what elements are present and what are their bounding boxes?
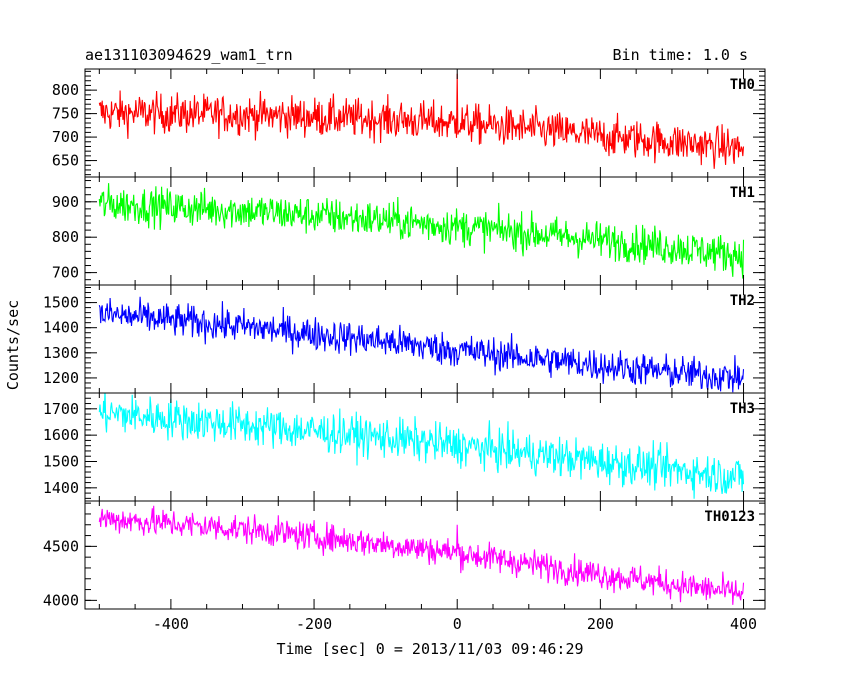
y-tick-label: 900 xyxy=(52,193,79,211)
series-line-th1 xyxy=(98,183,745,279)
y-tick-label: 4500 xyxy=(43,537,79,555)
y-tick-label: 700 xyxy=(52,264,79,282)
y-axis-label: Counts/sec xyxy=(4,300,22,390)
y-tick-label: 1500 xyxy=(43,294,79,312)
y-tick-label: 800 xyxy=(52,81,79,99)
x-tick-label: 400 xyxy=(730,615,757,633)
series-line-th2 xyxy=(98,296,745,393)
x-tick-label: 0 xyxy=(453,615,462,633)
y-tick-label: 1400 xyxy=(43,319,79,337)
series-line-th3 xyxy=(98,393,745,499)
y-tick-label: 1500 xyxy=(43,452,79,470)
series-line-th0 xyxy=(98,73,745,169)
y-tick-label: 1200 xyxy=(43,369,79,387)
series-line-th0123 xyxy=(98,505,745,605)
panel-th3: 1400 1500 1600 1700 TH3 xyxy=(43,392,766,502)
x-tick-label: -400 xyxy=(153,615,189,633)
y-tick-label: 800 xyxy=(52,228,79,246)
panel-frame xyxy=(84,176,766,286)
panel-th0: 650 700 750 800 TH0 xyxy=(52,68,766,178)
y-tick-label: 650 xyxy=(52,152,79,170)
x-axis-label: Time [sec] 0 = 2013/11/03 09:46:29 xyxy=(276,640,583,658)
y-tick-label: 750 xyxy=(52,105,79,123)
panel-name-label: TH0 xyxy=(730,77,755,93)
y-tick-label: 1300 xyxy=(43,344,79,362)
x-tick-label: 200 xyxy=(587,615,614,633)
panel-th0123: 4000 4500 TH0123 -400 -200 0 200 400 xyxy=(43,500,766,633)
panel-name-label: TH2 xyxy=(730,293,755,309)
y-tick-label: 1700 xyxy=(43,400,79,418)
panel-name-label: TH0123 xyxy=(704,509,755,525)
chart-title: ae131103094629_wam1_trn xyxy=(85,46,293,64)
panel-th2: 1200 1300 1400 1500 TH2 xyxy=(43,284,766,394)
x-tick-label: -200 xyxy=(296,615,332,633)
y-tick-label: 1600 xyxy=(43,426,79,444)
panel-th1: 700 800 900 TH1 xyxy=(52,176,766,286)
y-tick-label: 1400 xyxy=(43,479,79,497)
y-tick-label: 4000 xyxy=(43,591,79,609)
panel-name-label: TH1 xyxy=(730,185,755,201)
panel-frame xyxy=(84,500,766,610)
bin-time-label: Bin time: 1.0 s xyxy=(613,46,748,64)
panel-frame xyxy=(84,284,766,394)
panel-name-label: TH3 xyxy=(730,401,755,417)
y-tick-label: 700 xyxy=(52,128,79,146)
